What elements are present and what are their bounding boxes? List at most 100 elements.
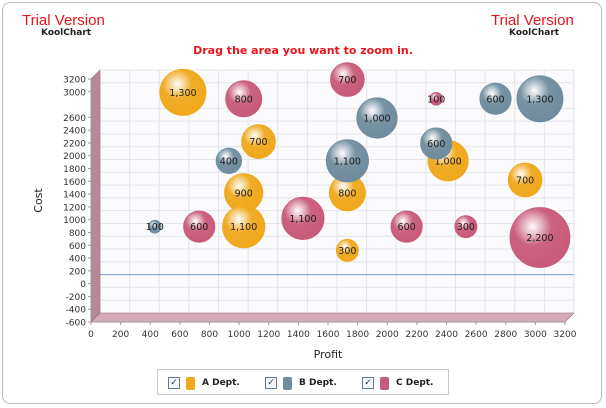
bubble-c[interactable] [390,210,423,243]
bubble-c[interactable] [509,207,571,268]
x-axis-title: Profit [314,348,343,361]
y-tick-label: 1600 [63,178,86,188]
legend-checkbox-c[interactable]: ✓ [362,377,374,389]
x-tick-label: 600 [171,330,188,340]
y-tick-label: 2200 [63,139,86,149]
legend-item-b[interactable]: ✓ B Dept. [265,375,337,391]
bubble-b[interactable] [325,139,369,183]
bubble-label-a: 1,000 [434,156,461,167]
legend-label-b: B Dept. [299,378,337,388]
x-tick-label: 1200 [257,330,280,340]
zoom-hint: Drag the area you want to zoom in. [193,44,413,57]
bubble-label-b: 600 [427,139,445,150]
x-tick-label: 0 [88,330,94,340]
bubble-label-b: 600 [486,94,504,105]
watermark-sub-right: KoolChart [509,28,560,38]
legend-item-a[interactable]: ✓ A Dept. [168,375,240,391]
bubble-label-c: 600 [190,222,208,233]
bubble-b[interactable] [148,219,162,234]
bubble-label-b: 1,000 [363,113,390,124]
bubble-label-a: 700 [249,137,267,148]
legend-swatch-c [380,376,389,390]
x-tick-label: 200 [112,330,129,340]
y-tick-label: 600 [69,242,86,252]
bubble-b[interactable] [356,97,398,139]
bubble-a[interactable] [507,162,543,198]
bubble-label-c: 700 [338,75,356,86]
y-tick-label: -600 [66,319,87,329]
bubble-label-a: 300 [338,246,356,257]
bubble-label-b: 1,300 [526,94,553,105]
floor [90,312,575,323]
y-tick-label: -200 [66,293,87,303]
bubble-label-b: 1,100 [334,156,361,167]
y-axis-title: Cost [32,188,45,213]
legend: ✓ A Dept. ✓ B Dept. ✓ C Dept. [157,369,449,395]
bubble-label-b: 400 [220,156,238,167]
bubble-c[interactable] [225,80,263,118]
x-tick-label: 1000 [228,330,251,340]
bubble-a[interactable] [222,205,266,249]
bubble-c[interactable] [281,196,325,240]
y-tick-label: 1800 [63,165,86,175]
bubble-b[interactable] [215,147,243,174]
x-tick-label: 1800 [346,330,369,340]
y-tick-label: 2600 [63,114,86,124]
y-tick-label: 400 [69,255,86,265]
bubble-label-a: 1,300 [169,88,196,99]
y-tick-label: 3000 [63,88,86,98]
x-tick-label: 1400 [287,330,310,340]
y-tick-label: 2000 [63,152,86,162]
y-tick-label: 3200 [63,76,86,86]
bubble-label-c: 2,200 [526,233,553,244]
bubble-c[interactable] [454,215,478,239]
bubble-label-a: 700 [516,175,534,186]
y-tick-label: 200 [69,267,86,277]
watermark-sub-left: KoolChart [41,28,92,38]
x-tick-label: 2200 [405,330,428,340]
bubble-label-c: 800 [235,94,253,105]
bubble-label-a: 900 [235,188,253,199]
bubble-c[interactable] [183,210,216,243]
legend-swatch-a [186,376,195,390]
legend-item-c[interactable]: ✓ C Dept. [362,375,433,391]
bubble-b[interactable] [420,127,453,160]
left-wall [90,69,101,323]
bubble-label-b: 100 [146,222,164,233]
y-tick-label: 1200 [63,203,86,213]
bubble-a[interactable] [241,124,276,159]
watermark-title-right: Trial Version [491,12,574,29]
x-tick-label: 2600 [465,330,488,340]
bubble-c[interactable] [330,62,365,97]
bubble-label-c: 300 [457,222,475,233]
bubble-b[interactable] [516,75,564,123]
y-tick-label: 1400 [63,191,86,201]
legend-checkbox-a[interactable]: ✓ [168,377,180,389]
x-tick-label: 3200 [554,330,577,340]
bubbles: 1,300 700 900 1,100 800 1,000 700 300 1,000 600 1,… [146,62,571,268]
y-tick-label: -400 [66,306,87,316]
x-tick-label: 2400 [435,330,458,340]
legend-label-c: C Dept. [396,378,434,388]
x-tick-label: 800 [201,330,218,340]
bubble-label-c: 100 [427,94,445,105]
x-tick-label: 2800 [494,330,517,340]
bubble-a[interactable] [335,238,359,262]
legend-swatch-b [283,376,292,390]
watermark-title-left: Trial Version [22,12,105,29]
bubble-a[interactable] [159,68,207,116]
y-tick-label: 1000 [63,216,86,226]
legend-label-a: A Dept. [202,378,240,388]
bubble-b[interactable] [479,82,512,115]
bubble-label-a: 1,100 [230,222,257,233]
legend-checkbox-b[interactable]: ✓ [265,377,277,389]
bubble-label-c: 1,100 [289,214,316,225]
x-tick-label: 3000 [524,330,547,340]
bubble-c[interactable] [429,91,444,106]
bubble-label-a: 800 [338,188,356,199]
x-tick-label: 2000 [376,330,399,340]
y-tick-label: 0 [80,280,86,290]
bubble-label-c: 600 [398,222,416,233]
x-tick-label: 1600 [317,330,340,340]
